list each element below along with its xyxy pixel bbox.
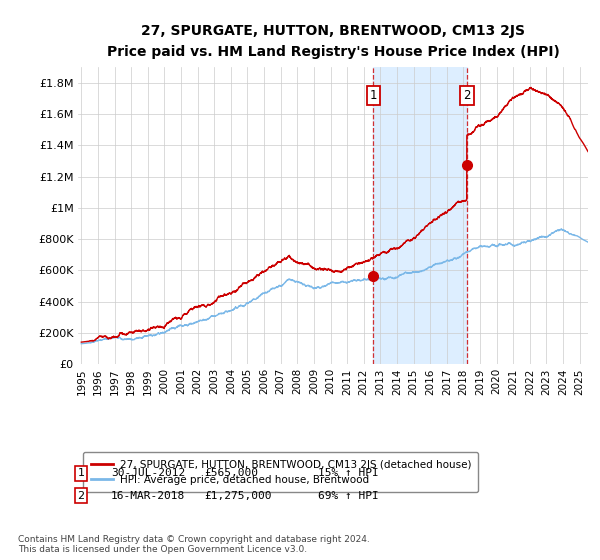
Text: £565,000: £565,000: [204, 468, 258, 478]
Text: 69% ↑ HPI: 69% ↑ HPI: [318, 491, 379, 501]
Title: 27, SPURGATE, HUTTON, BRENTWOOD, CM13 2JS
Price paid vs. HM Land Registry's Hous: 27, SPURGATE, HUTTON, BRENTWOOD, CM13 2J…: [107, 25, 559, 59]
Text: 15% ↑ HPI: 15% ↑ HPI: [318, 468, 379, 478]
Text: 2: 2: [77, 491, 85, 501]
Text: 1: 1: [77, 468, 85, 478]
Text: 16-MAR-2018: 16-MAR-2018: [111, 491, 185, 501]
Text: 30-JUL-2012: 30-JUL-2012: [111, 468, 185, 478]
Text: Contains HM Land Registry data © Crown copyright and database right 2024.
This d: Contains HM Land Registry data © Crown c…: [18, 535, 370, 554]
Legend: 27, SPURGATE, HUTTON, BRENTWOOD, CM13 2JS (detached house), HPI: Average price, : 27, SPURGATE, HUTTON, BRENTWOOD, CM13 2J…: [83, 452, 478, 492]
Text: 1: 1: [370, 89, 377, 102]
Text: £1,275,000: £1,275,000: [204, 491, 271, 501]
Text: 2: 2: [463, 89, 470, 102]
Bar: [373, 67, 467, 364]
